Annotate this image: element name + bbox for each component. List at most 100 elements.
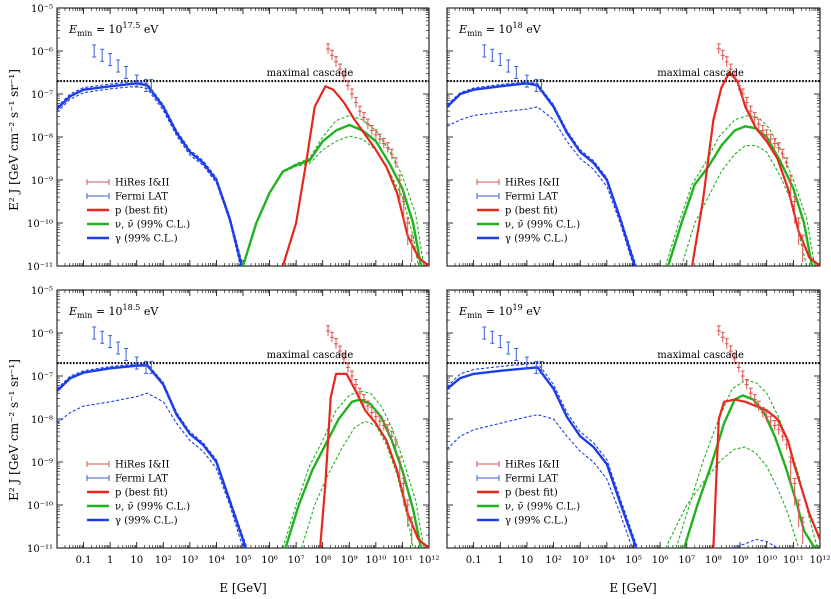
y-axis-label-top: E² J [GeV cm⁻² s⁻¹ sr⁻¹] bbox=[7, 69, 21, 211]
y-tick-label: 10⁻¹⁰ bbox=[27, 501, 53, 512]
fermi-point bbox=[524, 74, 529, 88]
x-tick-label: 10 bbox=[130, 555, 143, 566]
hires-point bbox=[780, 148, 785, 160]
legend-item-fermi: Fermi LAT bbox=[86, 474, 168, 485]
neutrino-upper-band-line bbox=[282, 390, 425, 548]
proton-best-fit-line bbox=[281, 85, 429, 266]
gamma-upper-band-line bbox=[447, 362, 639, 548]
hires-point bbox=[349, 370, 354, 381]
legend-label: Fermi LAT bbox=[115, 474, 168, 485]
x-tick-label: 10¹¹ bbox=[392, 555, 413, 566]
hires-point bbox=[357, 387, 362, 399]
hires-point bbox=[326, 325, 331, 336]
hires-point bbox=[716, 325, 721, 336]
x-tick-label: 10⁶ bbox=[261, 555, 278, 566]
hires-point bbox=[341, 353, 346, 364]
hires-point bbox=[780, 430, 785, 442]
x-tick-label: 10⁶ bbox=[652, 555, 669, 566]
legend: HiRes I&II Fermi LAT p (best fit) ν, ν̄ (99… bbox=[86, 460, 190, 527]
hires-point bbox=[369, 407, 374, 418]
hires-point bbox=[800, 234, 805, 263]
legend-label: γ (99% C.L.) bbox=[115, 234, 178, 245]
legend-label: Fermi LAT bbox=[505, 474, 558, 485]
hires-point bbox=[397, 456, 402, 484]
hires-point bbox=[740, 370, 745, 381]
fermi-point bbox=[116, 59, 121, 73]
hires-point bbox=[357, 105, 362, 117]
legend-item-neutrino: ν, ν̄ (99% C.L.) bbox=[87, 220, 190, 231]
legend-item-neutrino: ν, ν̄ (99% C.L.) bbox=[87, 502, 190, 513]
fermi-point bbox=[134, 74, 139, 88]
fermi-point bbox=[524, 356, 529, 370]
legend-label: HiRes I&II bbox=[505, 460, 559, 471]
hires-point bbox=[401, 196, 406, 224]
fermi-point bbox=[539, 360, 544, 374]
legend-item-fermi: Fermi LAT bbox=[476, 474, 558, 485]
y-tick-label: 10⁻⁸ bbox=[31, 415, 53, 426]
hires-point bbox=[748, 105, 753, 117]
hires-point bbox=[330, 49, 335, 61]
legend-label: γ (99% C.L.) bbox=[505, 516, 568, 527]
hires-point bbox=[788, 174, 793, 202]
legend-label: ν, ν̄ (99% C.L.) bbox=[115, 502, 190, 513]
fermi-point bbox=[514, 348, 519, 361]
y-tick-label: 10⁻¹⁰ bbox=[27, 219, 53, 230]
legend-item-neutrino: ν, ν̄ (99% C.L.) bbox=[477, 220, 580, 231]
hires-point bbox=[409, 516, 414, 545]
y-tick-label: 10⁻⁹ bbox=[31, 458, 53, 469]
hires-point bbox=[732, 353, 737, 364]
legend-item-neutrino: ν, ν̄ (99% C.L.) bbox=[477, 502, 580, 513]
y-tick-label: 10⁻⁹ bbox=[31, 176, 53, 187]
x-tick-label: 0.1 bbox=[466, 555, 482, 566]
fermi-point bbox=[92, 326, 97, 340]
hires-point bbox=[792, 196, 797, 224]
proton-best-fit-line bbox=[712, 398, 820, 548]
hires-point bbox=[776, 424, 781, 435]
hires-point bbox=[361, 394, 366, 405]
hires-point bbox=[760, 125, 765, 136]
neutrino-best-line bbox=[241, 123, 423, 266]
legend-label: HiRes I&II bbox=[115, 178, 169, 189]
x-tick-label: 10³ bbox=[572, 555, 589, 566]
hires-point bbox=[772, 419, 777, 431]
hires-point bbox=[337, 63, 342, 75]
legend-label: p (best fit) bbox=[115, 488, 168, 499]
hires-point bbox=[768, 415, 773, 427]
x-tick-label: 10¹⁰ bbox=[365, 555, 386, 566]
legend-item-proton: p (best fit) bbox=[477, 206, 558, 217]
x-tick-label: 10⁹ bbox=[341, 555, 358, 566]
x-tick-label: 0.1 bbox=[76, 555, 92, 566]
x-axis-label-right: E [GeV] bbox=[609, 581, 656, 595]
legend-item-hires: HiRes I&II bbox=[476, 178, 559, 189]
gamma-best-line bbox=[447, 82, 636, 266]
hires-point bbox=[326, 43, 331, 54]
fermi-point bbox=[116, 341, 121, 355]
hires-point bbox=[330, 331, 335, 343]
legend-label: γ (99% C.L.) bbox=[115, 516, 178, 527]
hires-point bbox=[796, 217, 801, 245]
hires-point bbox=[760, 407, 765, 418]
hires-point bbox=[409, 234, 414, 263]
hires-point bbox=[361, 112, 366, 123]
x-tick-label: 10 bbox=[521, 555, 534, 566]
hires-point bbox=[724, 338, 729, 349]
fermi-point bbox=[144, 360, 149, 374]
hires-point bbox=[796, 499, 801, 527]
fermi-point bbox=[134, 356, 139, 370]
hires-point bbox=[334, 338, 338, 349]
x-tick-label: 10² bbox=[545, 555, 562, 566]
legend-item-proton: p (best fit) bbox=[87, 488, 168, 499]
panel-title: Emin = 1018 eV bbox=[458, 21, 542, 38]
fermi-point bbox=[498, 335, 503, 349]
maximal-cascade-label: maximal cascade bbox=[267, 68, 354, 79]
hires-point bbox=[353, 97, 358, 108]
legend: HiRes I&II Fermi LAT p (best fit) ν, ν̄ (99… bbox=[476, 178, 580, 245]
gamma-best-line bbox=[57, 364, 247, 548]
x-tick-label: 10² bbox=[155, 555, 172, 566]
hires-point bbox=[728, 345, 733, 357]
legend-label: p (best fit) bbox=[505, 206, 558, 217]
hires-point bbox=[748, 387, 753, 399]
hires-point bbox=[341, 71, 346, 82]
hires-point bbox=[764, 411, 769, 422]
